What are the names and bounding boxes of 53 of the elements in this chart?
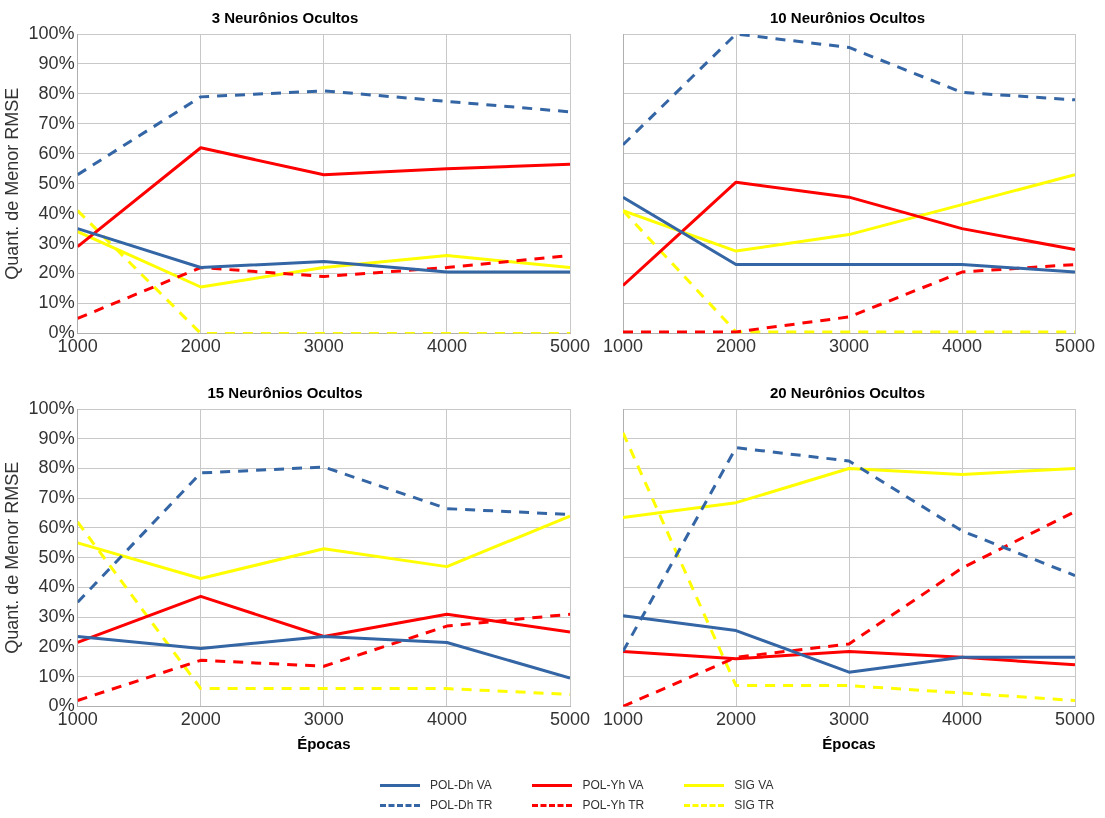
x-tick-label: 5000 [549, 336, 591, 357]
legend-label: POL-Yh VA [582, 778, 644, 792]
legend-label: POL-Dh TR [430, 798, 493, 812]
chart-title: 10 Neurônios Ocultos [769, 9, 926, 27]
x-tick-label: 2000 [180, 709, 221, 730]
y-axis-title: Quant. de Menor RMSE [1, 461, 22, 654]
legend-label: SIG VA [734, 778, 774, 792]
x-tick-label: 2000 [715, 709, 757, 730]
x-axis-title: Épocas [297, 735, 351, 753]
x-tick-label: 4000 [426, 336, 467, 357]
y-tick-label: 30% [38, 232, 75, 253]
y-tick-label: 60% [38, 142, 75, 163]
y-tick-label: 100% [28, 397, 75, 418]
x-tick-label: 5000 [549, 709, 591, 730]
y-tick-label: 70% [38, 112, 75, 133]
y-tick-label: 80% [38, 82, 75, 103]
chart-title: 20 Neurônios Ocultos [769, 384, 926, 402]
legend-label: POL-Dh VA [430, 778, 492, 792]
y-axis-title: Quant. de Menor RMSE [1, 87, 22, 280]
y-tick-label: 70% [38, 487, 75, 508]
x-tick-label: 4000 [941, 336, 983, 357]
x-tick-label: 1000 [603, 709, 644, 730]
x-tick-label: 1000 [603, 336, 644, 357]
y-tick-label: 90% [38, 427, 75, 448]
y-tick-label: 20% [38, 635, 75, 656]
y-tick-label: 80% [38, 457, 75, 478]
y-tick-label: 40% [38, 576, 75, 597]
chart-title: 15 Neurônios Ocultos [207, 384, 363, 402]
x-tick-label: 5000 [1054, 336, 1096, 357]
y-tick-label: 30% [38, 606, 75, 627]
y-tick-label: 100% [28, 22, 75, 43]
y-tick-label: 50% [38, 546, 75, 567]
y-tick-label: 90% [38, 52, 75, 73]
y-tick-label: 10% [38, 292, 75, 313]
y-tick-label: 20% [38, 262, 75, 283]
x-axis-title: Épocas [822, 735, 876, 753]
y-tick-label: 10% [38, 665, 75, 686]
x-tick-label: 3000 [303, 336, 344, 357]
y-tick-label: 60% [38, 516, 75, 537]
x-tick-label: 3000 [303, 709, 344, 730]
x-tick-label: 5000 [1054, 709, 1096, 730]
x-tick-label: 3000 [828, 336, 870, 357]
legend-label: POL-Yh TR [582, 798, 645, 812]
x-tick-label: 3000 [828, 709, 870, 730]
x-tick-label: 4000 [941, 709, 983, 730]
y-tick-label: 40% [38, 202, 75, 223]
chart-title: 3 Neurônios Ocultos [211, 9, 359, 27]
x-tick-label: 2000 [715, 336, 757, 357]
line-series [77, 89, 570, 177]
y-tick-label: 50% [38, 172, 75, 193]
legend-label: SIG TR [734, 798, 775, 812]
x-tick-label: 2000 [180, 336, 221, 357]
x-tick-label: 4000 [426, 709, 467, 730]
